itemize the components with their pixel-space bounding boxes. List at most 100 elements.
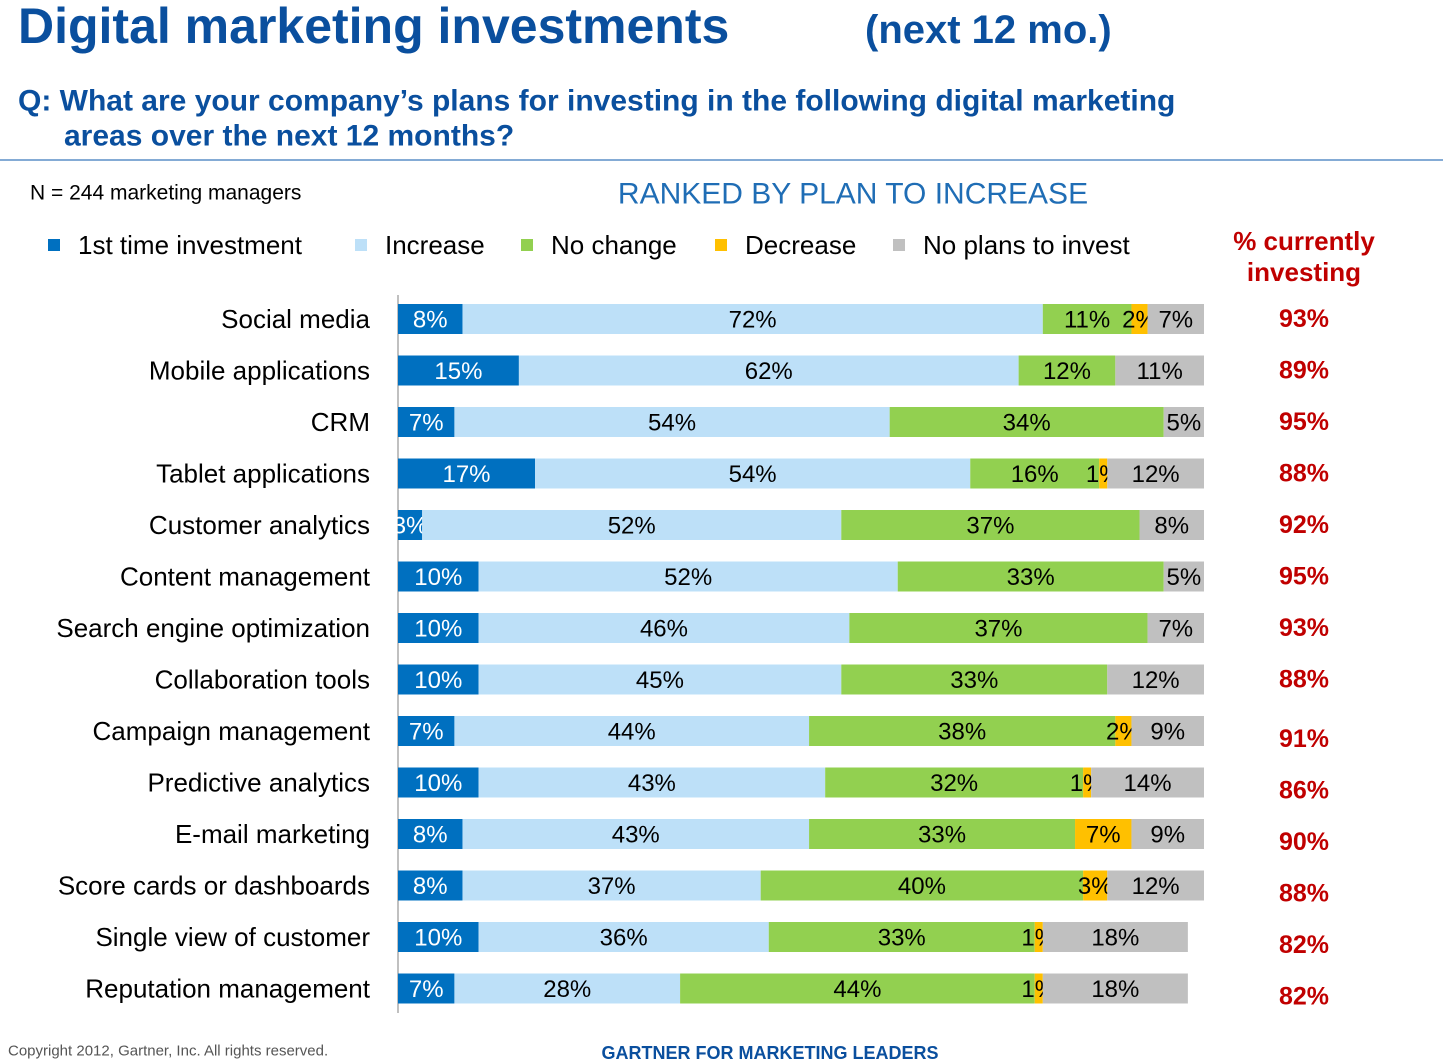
bar-segment (809, 819, 1076, 849)
y-tick-label: Campaign management (93, 716, 371, 746)
y-tick-label: E-mail marketing (175, 819, 370, 849)
bar-segment (398, 355, 519, 386)
data-label: 33% (918, 822, 966, 849)
data-label: 10% (414, 770, 462, 797)
data-label: 54% (648, 410, 696, 437)
bar-segment (1139, 510, 1204, 540)
bar-segment (825, 767, 1084, 798)
bar-segment (841, 510, 1140, 540)
data-label: 8% (413, 873, 448, 900)
y-tick-label: Mobile applications (149, 356, 370, 386)
data-label: 9% (1150, 719, 1185, 746)
data-label: 52% (664, 564, 712, 591)
legend-swatch (355, 239, 367, 251)
bar-segment (1091, 767, 1204, 798)
bar-segment (1115, 716, 1132, 746)
currently-investing: 86% (1279, 777, 1329, 805)
bar-segment (478, 767, 826, 798)
bar-segment (478, 613, 850, 643)
data-label: 18% (1091, 976, 1139, 1003)
data-label: 8% (413, 307, 448, 334)
bar-segment (454, 973, 681, 1004)
bar-segment (1042, 304, 1132, 334)
data-label: 10% (414, 667, 462, 694)
bar-segment (398, 922, 479, 952)
data-label: 7% (1158, 616, 1193, 643)
data-label: 12% (1132, 667, 1180, 694)
currently-investing: 88% (1279, 666, 1329, 694)
data-label: 8% (413, 822, 448, 849)
bar-segment (1107, 870, 1204, 901)
bar-segment (398, 613, 479, 643)
data-label: 7% (1086, 822, 1121, 849)
title-note: (next 12 mo.) (865, 8, 1112, 52)
y-tick-label: Reputation management (85, 974, 371, 1004)
bar-segment (454, 407, 890, 437)
sample-note: N = 244 marketing managers (30, 182, 301, 205)
data-label: 9% (1150, 822, 1185, 849)
data-label: 72% (729, 307, 777, 334)
currently-investing: 91% (1279, 725, 1329, 753)
bar-segment (1083, 870, 1108, 901)
data-label: 12% (1043, 358, 1091, 385)
data-label: 18% (1091, 925, 1139, 952)
question: Q: What are your company’s plans for inv… (18, 85, 1175, 118)
data-label: 7% (1158, 307, 1193, 334)
y-tick-label: Collaboration tools (155, 665, 370, 695)
bar-segment (1131, 716, 1204, 746)
bar-segment (398, 304, 463, 334)
data-label: 14% (1124, 770, 1172, 797)
currently-investing: 93% (1279, 305, 1329, 333)
y-tick-label: Customer analytics (149, 510, 370, 540)
data-label: 3% (1078, 873, 1113, 900)
y-tick-label: CRM (311, 407, 370, 437)
data-label: 33% (878, 925, 926, 952)
bar-segment (1083, 767, 1092, 798)
bar-segment (398, 561, 479, 592)
bar-segment (398, 767, 479, 798)
bar-segment (841, 664, 1108, 695)
y-tick-label: Social media (221, 304, 370, 334)
data-label: 62% (745, 358, 793, 385)
data-label: 34% (1003, 410, 1051, 437)
bar-segment (1042, 973, 1188, 1004)
data-label: 43% (628, 770, 676, 797)
bar-segment (809, 716, 1116, 746)
data-label: 43% (612, 822, 660, 849)
chart-title: Digital marketing investments (18, 0, 729, 54)
data-label: 3% (393, 513, 428, 540)
currently-investing: 82% (1279, 983, 1329, 1011)
data-label: 10% (414, 925, 462, 952)
data-label: 40% (898, 873, 946, 900)
copyright: Copyright 2012, Gartner, Inc. All rights… (8, 1043, 328, 1060)
y-tick-label: Score cards or dashboards (58, 871, 370, 901)
currently-investing: 95% (1279, 408, 1329, 436)
data-label: 54% (729, 461, 777, 488)
bar-segment (680, 973, 1035, 1004)
bar-segment (897, 561, 1164, 592)
column-header: investing (1247, 257, 1361, 287)
currently-investing: 93% (1279, 614, 1329, 642)
bar-segment (1107, 458, 1204, 489)
bar-segment (970, 458, 1100, 489)
data-label: 33% (1007, 564, 1055, 591)
bar-segment (398, 716, 455, 746)
data-label: 16% (1011, 461, 1059, 488)
bar-segment (768, 922, 1035, 952)
data-label: 8% (1154, 513, 1189, 540)
bar-segment (398, 870, 463, 901)
legend-label: Increase (385, 230, 485, 260)
bar-segment (422, 510, 842, 540)
data-label: 7% (409, 719, 444, 746)
legend-label: 1st time investment (78, 230, 303, 260)
bar-segment (1018, 355, 1116, 386)
data-label: 36% (600, 925, 648, 952)
bar-segment (1131, 819, 1204, 849)
data-label: 52% (608, 513, 656, 540)
bar-segment (1115, 355, 1204, 386)
data-label: 11% (1064, 307, 1110, 334)
data-label: 44% (608, 719, 656, 746)
bar-segment (398, 510, 423, 540)
y-tick-label: Search engine optimization (56, 613, 370, 643)
